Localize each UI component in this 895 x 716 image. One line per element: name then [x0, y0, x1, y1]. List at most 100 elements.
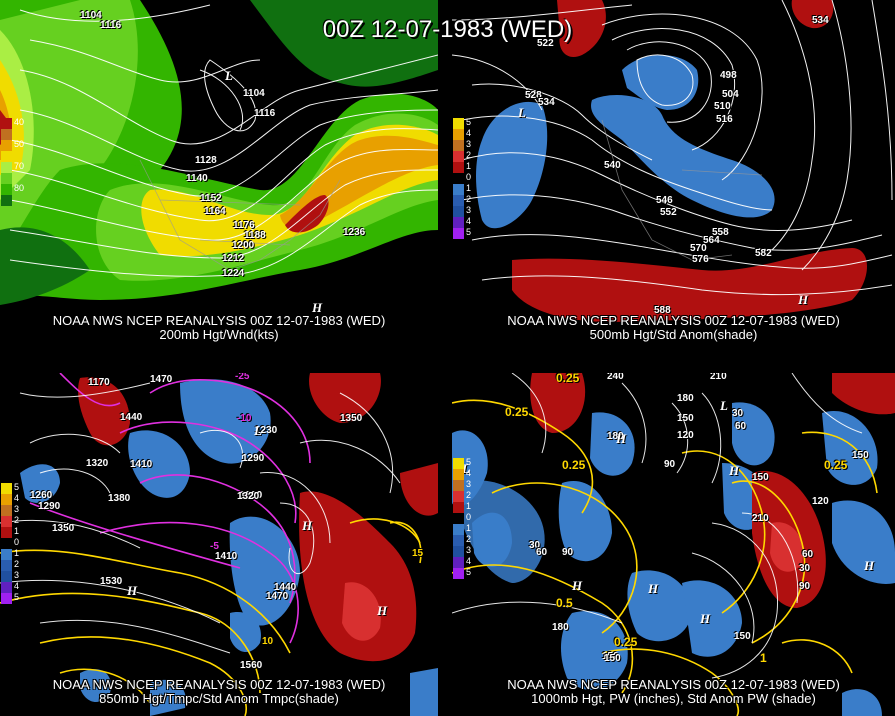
legend-label: 3: [14, 570, 20, 580]
legend-label: 80: [14, 183, 25, 193]
legend-label: 4: [466, 556, 472, 566]
temp-label: -5: [210, 541, 219, 552]
legend-label: 4: [14, 581, 20, 591]
contour-label: 516: [716, 114, 733, 125]
contour-label: 180: [607, 431, 624, 442]
low-marker: L: [254, 423, 262, 438]
legend-label: 2: [466, 150, 472, 160]
contour-label: 1188: [244, 230, 266, 241]
map-1000mb: [452, 373, 895, 716]
contour-label: 534: [538, 97, 555, 108]
contour-label: 30: [799, 563, 811, 574]
high-marker: H: [648, 581, 659, 596]
legend-label: 40: [14, 117, 25, 127]
contour-label: 1152: [200, 193, 222, 204]
caption-line1: NOAA NWS NCEP REANALYSIS 00Z 12-07-1983 …: [507, 313, 840, 328]
contour-label: 1320: [240, 490, 263, 501]
pw-label: 0.25: [562, 458, 586, 472]
contour-label: 90: [799, 581, 811, 592]
legend-label: 4: [466, 216, 472, 226]
contour-label: 1410: [215, 551, 238, 562]
pw-label: 0.25: [505, 405, 529, 419]
contour-label: 564: [703, 235, 720, 246]
legend-label: 2: [466, 534, 472, 544]
contour-label: 504: [722, 89, 739, 100]
legend-label: 5: [466, 457, 472, 467]
contour-label: 528: [525, 90, 542, 101]
panel-200mb: 1104 1116 1104 1116 1128 1140 1152 1164 …: [0, 0, 438, 345]
contour-label: 60: [536, 547, 548, 558]
contour-label: 1350: [52, 523, 75, 534]
contour-label: 150: [752, 472, 769, 483]
high-marker: H: [572, 578, 583, 593]
anomaly-legend: 5 4 3 2 1 0 1 2 3 4 5: [1, 482, 19, 604]
caption-line1: NOAA NWS NCEP REANALYSIS 00Z 12-07-1983 …: [507, 677, 840, 692]
low-marker: L: [225, 68, 233, 83]
contour-label: 1440: [274, 582, 297, 593]
legend-label: 2: [466, 490, 472, 500]
contour-label: 1410: [130, 459, 153, 470]
pw-label: 0.25: [824, 458, 848, 472]
contour-label: 1212: [222, 253, 245, 264]
contour-label: 150: [677, 413, 694, 424]
contour-label: 1128: [195, 155, 217, 166]
temp-label: 10: [262, 636, 274, 647]
contour-label: 1116: [100, 20, 122, 31]
contour-label: 1104: [243, 88, 265, 99]
high-marker: H: [864, 558, 875, 573]
page-title: 00Z 12-07-1983 (WED): [322, 16, 573, 43]
high-marker: H: [616, 431, 627, 446]
legend-label: 3: [466, 545, 472, 555]
contour-label: 1290: [242, 453, 265, 464]
contour-label: 120: [812, 496, 829, 507]
contour-label: 558: [712, 227, 729, 238]
legend-label: 70: [14, 161, 25, 171]
contour-label: 120: [677, 430, 694, 441]
contour-label: 498: [720, 70, 737, 81]
contour-label: 210: [752, 513, 769, 524]
legend-label: 3: [466, 479, 472, 489]
contour-label: 1176: [233, 220, 255, 231]
contour-label: 90: [664, 459, 676, 470]
wind-legend: 40 50 70 80: [1, 117, 24, 206]
contour-label: 60: [735, 421, 747, 432]
caption-line1: NOAA NWS NCEP REANALYSIS 00Z 12-07-1983 …: [52, 313, 386, 328]
contour-label: 540: [604, 160, 621, 171]
legend-label: 1: [466, 523, 472, 533]
high-marker: H: [127, 583, 138, 598]
low-marker: L: [462, 461, 470, 476]
legend-label: 4: [466, 468, 472, 478]
anomaly-legend: 5 4 3 2 1 0 1 2 3 4 5: [453, 457, 471, 579]
panel-850mb: 1170 1470 1440 1410 1380 1350 1320 1290 …: [0, 373, 438, 716]
legend-label: 1: [14, 548, 20, 558]
contour-label: 180: [677, 393, 694, 404]
caption-line2: 1000mb Hgt, PW (inches), Std Anom PW (sh…: [531, 691, 816, 706]
legend-label: 5: [466, 227, 472, 237]
contour-label: 510: [714, 101, 731, 112]
legend-label: 3: [14, 504, 20, 514]
legend-label: 3: [466, 139, 472, 149]
legend-label: 0: [14, 537, 20, 547]
contour-label: 1530: [100, 576, 123, 587]
anomaly-legend: 5 4 3 2 1 0 1 2 3 4 5: [453, 117, 471, 239]
contour-label: 582: [755, 248, 772, 259]
legend-label: 2: [14, 515, 20, 525]
legend-label: 2: [14, 559, 20, 569]
legend-label: 50: [14, 139, 25, 149]
legend-label: 1: [14, 526, 20, 536]
contour-label: 1350: [340, 413, 363, 424]
contour-label: 1470: [266, 591, 289, 602]
contour-label: 90: [562, 547, 574, 558]
map-850mb: [0, 373, 438, 716]
pw-label: 0.5: [556, 596, 573, 610]
legend-label: 2: [466, 194, 472, 204]
pw-label: 0.25: [614, 635, 638, 649]
contour-label: 1290: [38, 501, 61, 512]
legend-label: 0: [466, 172, 472, 182]
contour-label: 1560: [240, 660, 263, 671]
high-marker: H: [700, 611, 711, 626]
contour-label: 570: [690, 243, 707, 254]
legend-label: 3: [466, 205, 472, 215]
temp-label: -25: [235, 373, 250, 382]
contour-label: 30: [732, 408, 744, 419]
